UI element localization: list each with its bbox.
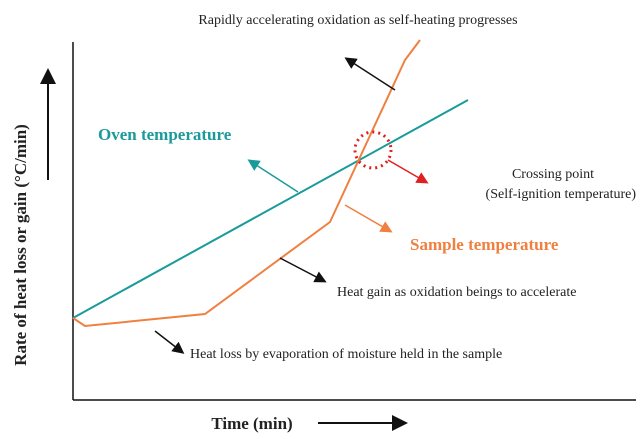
- heat-loss-label: Heat loss by evaporation of moisture hel…: [190, 347, 502, 362]
- crossing-arrow: [387, 159, 429, 184]
- x-axis-label: Time (min): [211, 414, 292, 433]
- crossing-circle: [353, 130, 393, 170]
- heat-gain-label: Heat gain as oxidation beings to acceler…: [337, 285, 576, 300]
- title-arrow: [344, 57, 396, 91]
- oven-arrow: [247, 159, 299, 193]
- crossing-note: (Self-ignition temperature): [486, 187, 637, 202]
- oven-label: Oven temperature: [98, 125, 232, 144]
- title: Rapidly accelerating oxidation as self-h…: [198, 13, 517, 28]
- sample-label: Sample temperature: [410, 235, 559, 254]
- heat-gain-arrow: [279, 257, 327, 283]
- sample-line: [72, 39, 421, 328]
- oven-line: [72, 99, 469, 319]
- y-axis-label: Rate of heat loss or gain (°C/min): [11, 124, 30, 366]
- sample-arrow: [344, 204, 393, 233]
- heat-loss-arrow: [154, 330, 185, 354]
- crossing-label: Crossing point: [512, 167, 594, 182]
